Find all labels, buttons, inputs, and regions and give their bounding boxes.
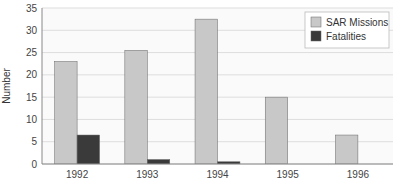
x-tick-label: 1992	[66, 169, 89, 180]
x-tick-label: 1993	[136, 169, 159, 180]
legend-swatch	[311, 31, 321, 41]
bar	[55, 61, 77, 164]
y-tick-label: 20	[26, 69, 38, 80]
legend-swatch	[311, 17, 321, 27]
y-axis-label: Number	[1, 68, 12, 104]
chart-container: 0 5 10 15 20 25 30 35 Number 1992 1993 1994 1995 1996…	[0, 0, 401, 186]
y-axis-line	[42, 8, 43, 164]
bar	[77, 135, 99, 164]
legend-label: SAR Missions	[326, 17, 388, 28]
y-tick-label: 10	[26, 114, 38, 125]
bars	[55, 19, 358, 164]
y-tick-label: 5	[31, 136, 37, 147]
y-tick-label: 35	[26, 3, 38, 14]
x-tick-label: 1996	[347, 169, 370, 180]
chart: 0 5 10 15 20 25 30 35 Number 1992 1993 1994 1995 1996…	[0, 0, 401, 186]
legend: SAR Missions Fatalities	[305, 12, 389, 48]
bar	[195, 19, 217, 164]
y-tick-label: 30	[26, 25, 38, 36]
legend-label: Fatalities	[326, 31, 366, 42]
bar	[125, 50, 147, 164]
y-tick-label: 25	[26, 47, 38, 58]
y-tick-label: 0	[31, 159, 37, 170]
grid-line	[42, 8, 393, 9]
bar	[335, 135, 357, 164]
grid-line	[42, 164, 393, 165]
x-tick-label: 1995	[277, 169, 300, 180]
bar	[265, 97, 287, 164]
plot-area	[42, 8, 393, 164]
x-tick-label: 1994	[206, 169, 229, 180]
bar	[147, 160, 169, 164]
legend-box	[305, 12, 389, 48]
y-tick-label: 15	[26, 92, 38, 103]
x-axis-line	[42, 164, 393, 165]
